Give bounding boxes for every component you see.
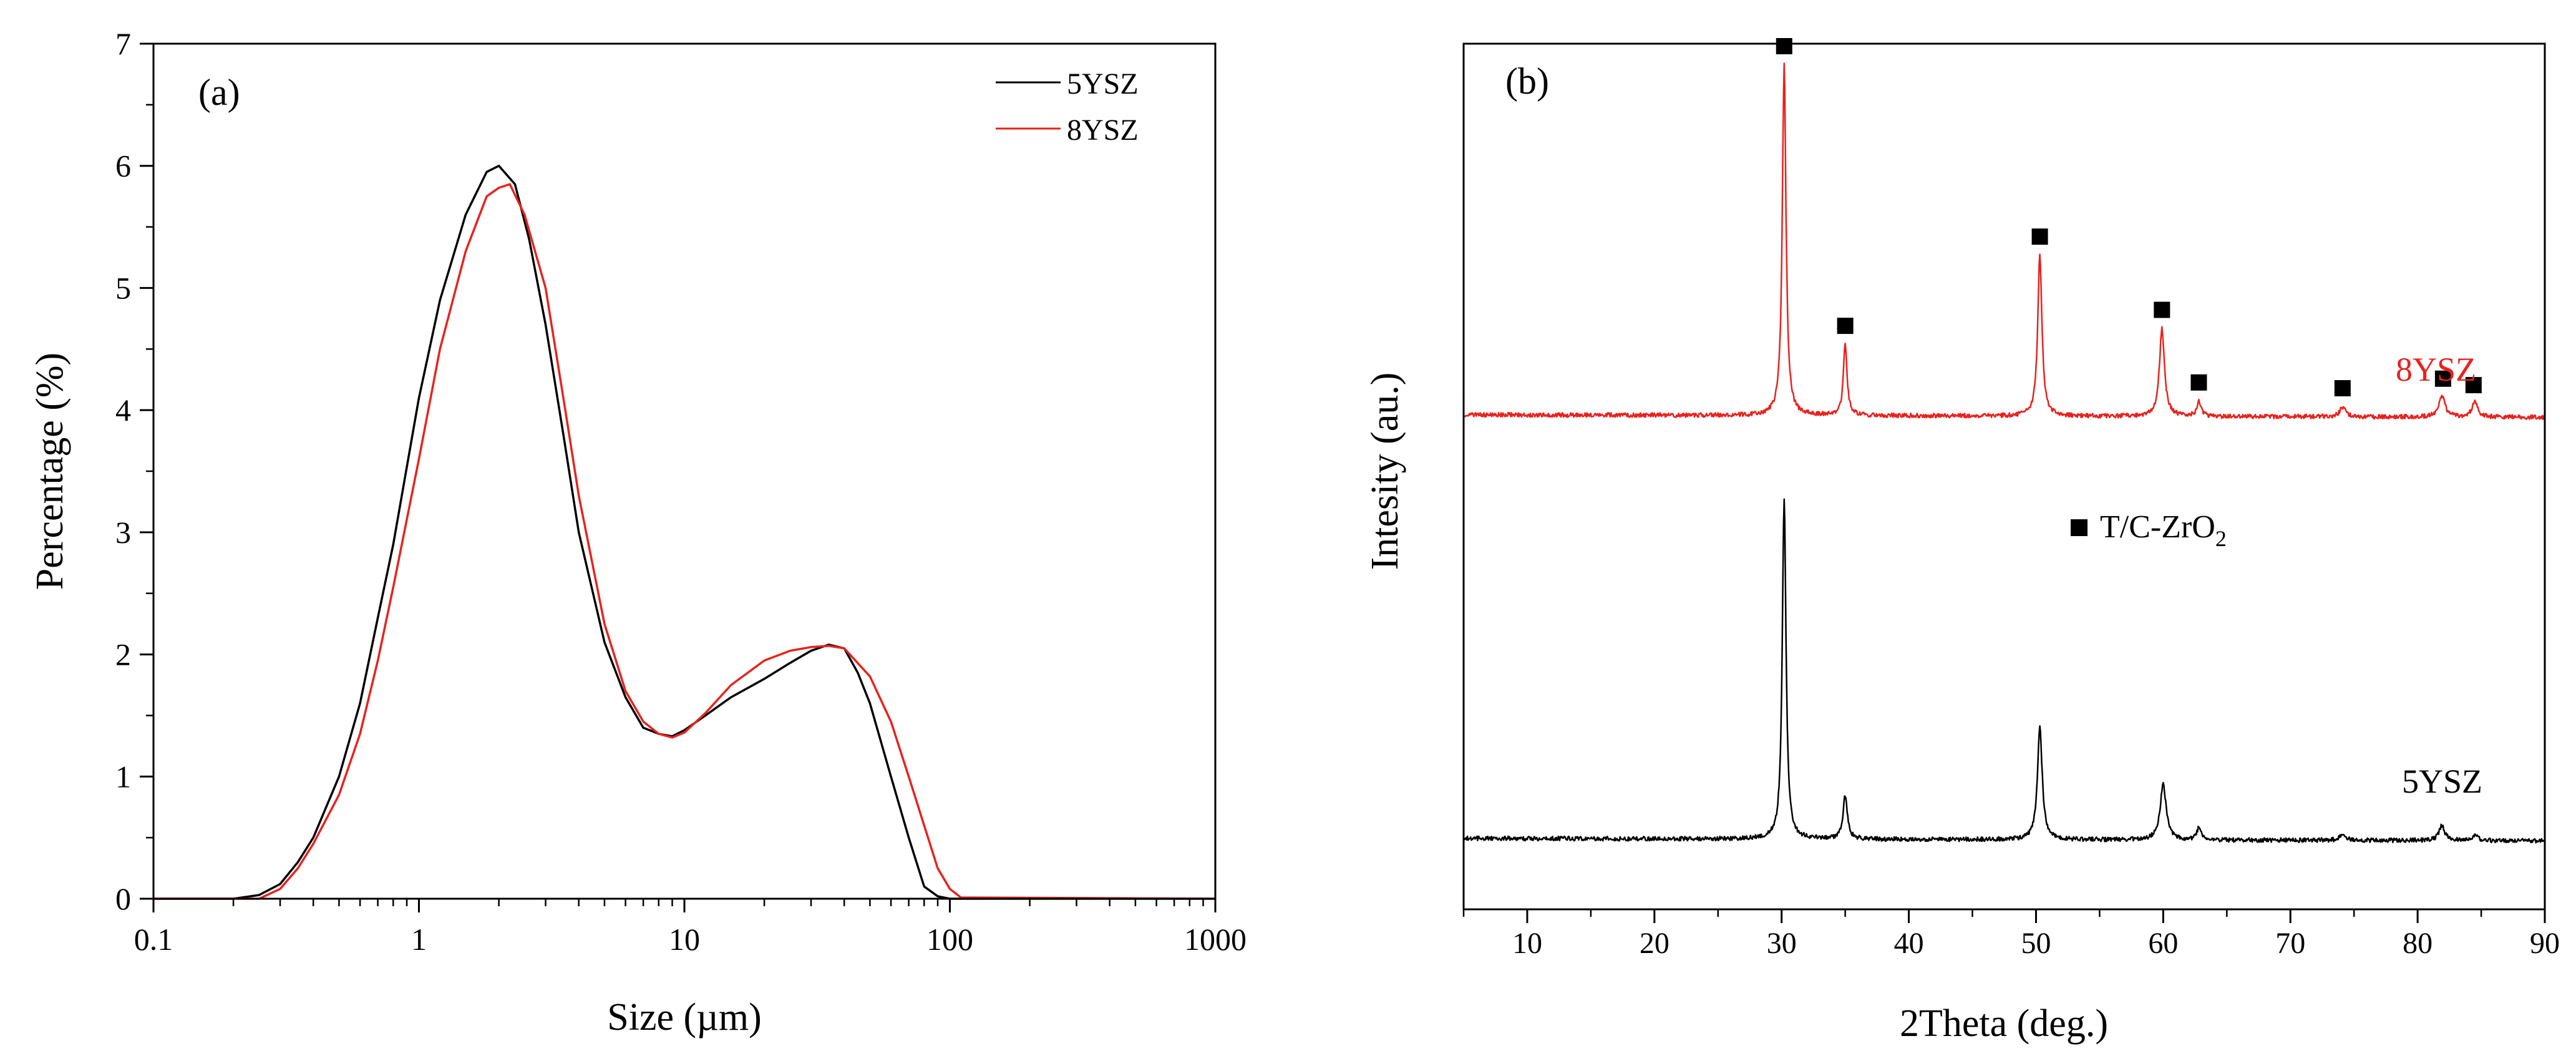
x-tick-label: 50 <box>2021 927 2051 960</box>
y-tick-label: 7 <box>115 26 131 61</box>
legend-label-main: T/C-ZrO <box>2100 509 2215 545</box>
y-tick-label: 0 <box>115 881 131 916</box>
panel-a-ylabel: Percentage (%) <box>29 353 71 590</box>
phase-marker-square <box>2031 228 2048 245</box>
phase-marker-square <box>1837 318 1854 335</box>
x-tick-label: 70 <box>2275 927 2305 960</box>
y-tick-label: 1 <box>115 759 131 794</box>
y-tick-label: 4 <box>115 393 131 428</box>
y-tick-label: 5 <box>115 270 131 305</box>
x-tick-label: 100 <box>926 922 973 957</box>
x-tick-label: 1 <box>411 922 427 957</box>
phase-marker-square <box>2465 377 2482 394</box>
x-tick-label: 90 <box>2530 927 2560 960</box>
y-tick-label: 3 <box>115 515 131 550</box>
panel-b-frame <box>1462 42 2546 911</box>
phase-marker-square <box>2190 374 2207 391</box>
y-tick-label: 2 <box>115 637 131 672</box>
panel-b-ylabel: Intesity (au.) <box>1364 373 1406 570</box>
panel-a-label: (a) <box>198 72 240 113</box>
x-tick-label: 20 <box>1640 927 1670 960</box>
series-line-8ysz <box>1463 62 2545 420</box>
x-tick-label: 40 <box>1894 927 1924 960</box>
series-line-5ysz <box>153 164 1215 900</box>
x-tick-label: 60 <box>2148 927 2178 960</box>
y-tick-label: 6 <box>115 149 131 183</box>
panel-b-legend: T/C-ZrO2 <box>2071 509 2227 551</box>
series-label-5ysz: 5YSZ <box>2402 763 2482 800</box>
phase-marker-square <box>2434 370 2451 387</box>
legend-label-subscript: 2 <box>2215 526 2227 551</box>
x-tick-label: 1000 <box>1184 922 1247 957</box>
panel-b-xlabel: 2Theta (deg.) <box>1900 1002 2108 1045</box>
x-tick-label: 80 <box>2403 927 2433 960</box>
panel-a-xlabel: Size (µm) <box>607 996 762 1039</box>
series-line-5ysz <box>1462 498 2545 844</box>
legend-label-5ysz: 5YSZ <box>1067 67 1139 100</box>
x-tick-label: 30 <box>1767 927 1797 960</box>
panel-a-size-distribution: 0.1 1 10 100 1000 0 1 2 3 4 5 6 7 (a) 5YSZ 8YSZ Size… <box>29 26 1247 1039</box>
panel-b-xrd-pattern: 10 20 30 40 50 60 70 80 90 (b) 8YSZ 5YSZ T/C-ZrO… <box>1364 37 2560 1045</box>
x-tick-label: 10 <box>1512 927 1542 960</box>
panel-b-label: (b) <box>1505 61 1549 102</box>
phase-marker-square <box>2334 380 2351 397</box>
phase-marker-square <box>1776 37 1792 54</box>
phase-marker-square <box>2154 301 2170 318</box>
legend-label-t-c-zro2: T/C-ZrO2 <box>2100 509 2227 551</box>
series-line-8ysz <box>153 183 1216 900</box>
panel-a-legend: 5YSZ 8YSZ <box>996 67 1139 147</box>
legend-label-8ysz: 8YSZ <box>1067 114 1139 147</box>
legend-square-marker <box>2071 519 2088 536</box>
series-label-8ysz: 8YSZ <box>2396 351 2476 388</box>
x-tick-label: 0.1 <box>134 922 173 957</box>
x-tick-label: 10 <box>669 922 700 957</box>
